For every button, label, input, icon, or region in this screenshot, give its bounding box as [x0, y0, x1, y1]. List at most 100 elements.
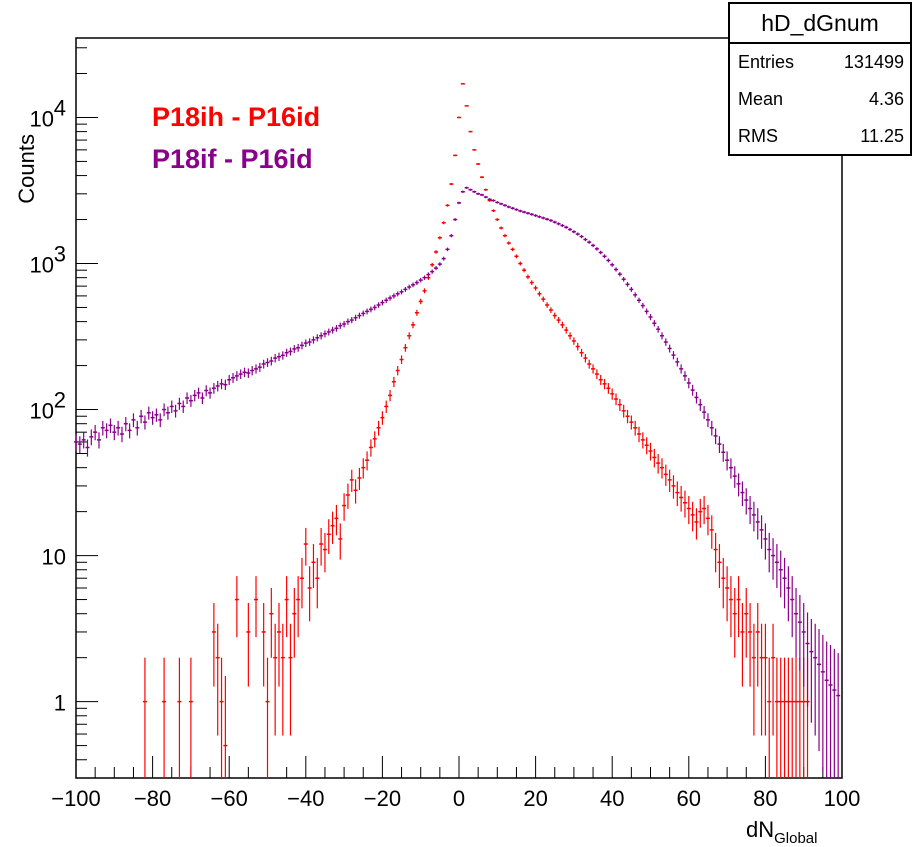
legend-entry-series-2: P18if - P16id	[152, 144, 313, 174]
data-point	[307, 338, 312, 346]
data-point	[786, 657, 791, 778]
data-point	[564, 326, 569, 334]
data-point	[755, 603, 760, 687]
data-point	[759, 515, 764, 549]
legend-entry-series-1: P18ih - P16id	[152, 102, 320, 132]
data-point	[525, 211, 530, 215]
x-tick-label: −60	[211, 786, 248, 811]
data-point	[751, 623, 756, 736]
data-point	[430, 269, 435, 274]
data-point	[606, 383, 611, 394]
data-point	[246, 603, 251, 687]
data-point	[506, 205, 511, 209]
data-point	[334, 325, 339, 332]
data-point	[319, 527, 324, 566]
data-point	[127, 423, 132, 439]
data-point	[372, 304, 377, 311]
data-point	[820, 634, 825, 771]
data-point	[790, 657, 795, 778]
data-point	[292, 345, 297, 354]
data-point	[495, 218, 500, 221]
x-tick-label: 100	[824, 786, 861, 811]
data-point	[797, 595, 802, 671]
data-point	[763, 523, 768, 560]
data-point	[637, 297, 642, 304]
data-point	[598, 250, 603, 255]
data-point	[629, 415, 634, 430]
data-point	[694, 391, 699, 404]
data-point	[119, 426, 124, 443]
x-tick-label: −20	[364, 786, 401, 811]
data-point	[717, 544, 722, 588]
data-point	[185, 392, 190, 405]
data-point	[135, 420, 140, 436]
data-point	[257, 362, 262, 372]
data-point	[682, 490, 687, 518]
data-point	[403, 286, 408, 292]
data-point	[215, 380, 220, 392]
x-tick-label: 20	[523, 786, 547, 811]
data-point	[211, 383, 216, 394]
data-point	[468, 188, 473, 191]
data-point	[395, 291, 400, 297]
x-axis-title: dNGlobal	[746, 817, 817, 847]
data-point	[288, 623, 293, 736]
data-point	[579, 234, 584, 239]
data-point	[702, 496, 707, 525]
y-tick-exponent: 3	[54, 242, 66, 267]
data-point	[659, 332, 664, 340]
data-point	[284, 348, 289, 357]
data-point	[441, 256, 446, 261]
stats-row-rms: RMS 11.25	[730, 118, 910, 155]
data-point	[537, 291, 542, 297]
data-point	[472, 190, 477, 193]
data-point	[77, 436, 82, 454]
y-tick-label: 10	[30, 106, 54, 131]
data-point	[575, 342, 580, 351]
data-point	[533, 285, 538, 291]
data-point	[188, 657, 193, 778]
y-tick-label: 10	[30, 399, 54, 424]
data-point	[648, 314, 653, 321]
data-point	[234, 371, 239, 381]
data-point	[112, 425, 117, 441]
data-point	[296, 576, 301, 638]
data-point	[303, 339, 308, 347]
data-point	[598, 374, 603, 385]
data-point	[380, 299, 385, 306]
data-point	[376, 420, 381, 436]
data-point	[675, 481, 680, 507]
data-point	[265, 657, 270, 778]
stats-row-entries: Entries 131499	[730, 44, 910, 81]
data-point	[200, 392, 205, 405]
data-point	[794, 657, 799, 778]
data-point	[709, 420, 714, 436]
data-point	[169, 400, 174, 413]
data-point	[529, 213, 534, 216]
data-point	[713, 532, 718, 573]
data-point	[491, 199, 496, 202]
data-point	[740, 481, 745, 507]
data-point	[709, 515, 714, 549]
data-point	[824, 641, 829, 778]
data-point	[342, 320, 347, 328]
y-tick-label: 1	[54, 691, 66, 716]
data-point	[748, 496, 753, 525]
data-point	[545, 217, 550, 221]
data-point	[583, 237, 588, 242]
data-point	[457, 116, 461, 119]
data-point	[790, 576, 795, 638]
data-point	[525, 274, 530, 280]
data-point	[219, 378, 224, 390]
data-point	[391, 376, 396, 388]
data-point	[280, 623, 285, 736]
data-point	[204, 385, 209, 397]
data-point	[809, 618, 814, 723]
data-point	[560, 224, 565, 228]
data-point	[322, 330, 327, 338]
data-point	[299, 557, 304, 609]
data-point	[583, 354, 588, 363]
data-point	[192, 389, 197, 402]
data-point	[813, 623, 818, 736]
data-point	[633, 292, 638, 298]
